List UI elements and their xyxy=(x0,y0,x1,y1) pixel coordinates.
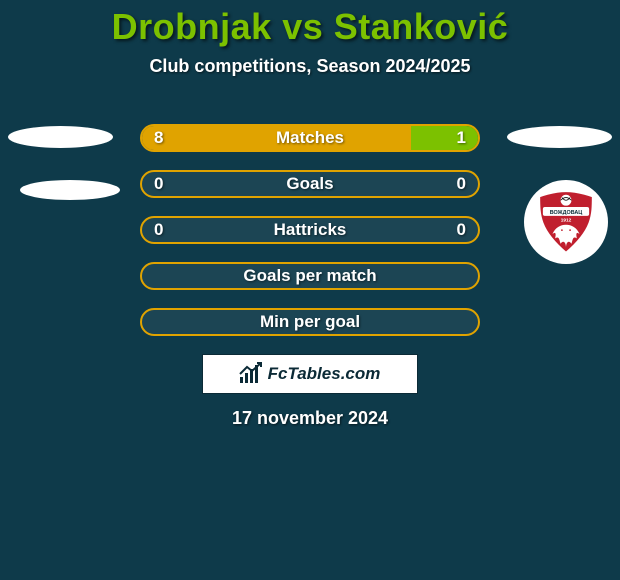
stat-row: 0 0 Goals xyxy=(140,170,480,198)
page-subtitle: Club competitions, Season 2024/2025 xyxy=(0,56,620,77)
stat-value-left: 0 xyxy=(154,174,163,194)
stat-row: 8 1 Matches xyxy=(140,124,480,152)
stat-label: Hattricks xyxy=(274,220,347,240)
brand-text: FcTables.com xyxy=(268,364,381,384)
stat-value-right: 0 xyxy=(457,174,466,194)
svg-text:ВОЖДОВАЦ: ВОЖДОВАЦ xyxy=(550,210,583,216)
page-title: Drobnjak vs Stanković xyxy=(0,0,620,48)
infographic-date: 17 november 2024 xyxy=(0,408,620,429)
stat-label: Goals per match xyxy=(243,266,376,286)
stat-row: Min per goal xyxy=(140,308,480,336)
stat-label: Goals xyxy=(286,174,333,194)
stat-label: Matches xyxy=(276,128,344,148)
player-left-avatar-placeholder xyxy=(8,126,113,148)
stat-row: 0 0 Hattricks xyxy=(140,216,480,244)
vozdovac-crest-icon: ВОЖДОВАЦ 1912 xyxy=(532,188,600,256)
stat-row: Goals per match xyxy=(140,262,480,290)
stat-label: Min per goal xyxy=(260,312,360,332)
svg-text:1912: 1912 xyxy=(561,217,572,223)
player-right-avatar-placeholder xyxy=(507,126,612,148)
stat-value-left: 8 xyxy=(154,128,163,148)
stat-fill-right xyxy=(411,126,478,150)
stat-value-left: 0 xyxy=(154,220,163,240)
team-crest-right: ВОЖДОВАЦ 1912 xyxy=(524,180,608,264)
stat-value-right: 1 xyxy=(457,128,466,148)
player-left-avatar-placeholder-2 xyxy=(20,180,120,200)
bar-chart-icon xyxy=(240,365,262,383)
stat-value-right: 0 xyxy=(457,220,466,240)
comparison-infographic: Drobnjak vs Stanković Club competitions,… xyxy=(0,0,620,580)
brand-badge: FcTables.com xyxy=(202,354,418,394)
stat-rows: 8 1 Matches 0 0 Goals 0 0 Hattricks Goals per mat… xyxy=(140,124,480,354)
